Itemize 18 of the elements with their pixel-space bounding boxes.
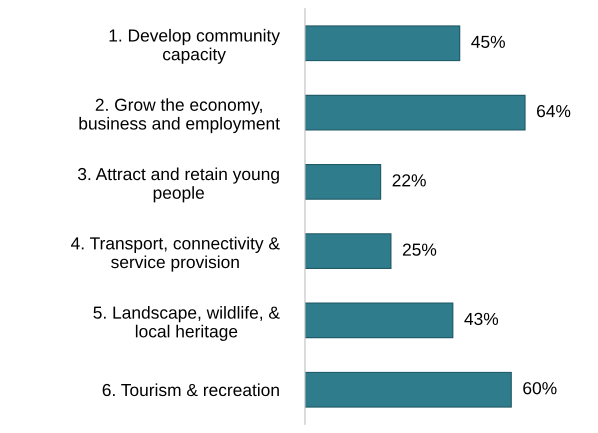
data-label: 64%: [537, 104, 570, 118]
data-label: 25%: [402, 244, 436, 256]
bar: [304, 233, 392, 270]
y-tick-label: 4. Transport, connectivity & service provision: [70, 236, 280, 272]
data-label: 22%: [392, 174, 426, 186]
y-tick-label: 6. Tourism & recreation: [102, 383, 279, 396]
y-tick-label: 2. Grow the economy, business and employment: [79, 98, 280, 134]
bar: [304, 94, 526, 130]
bar: [304, 164, 382, 200]
data-label: 60%: [523, 382, 557, 394]
y-tick-label: 5. Landscape, wildlife, & local heritage: [93, 306, 280, 341]
bar: [304, 372, 512, 408]
y-tick-label: 1. Develop community capacity: [110, 28, 280, 64]
data-label: 43%: [464, 312, 498, 326]
bar: [304, 25, 460, 62]
y-tick-label: 3. Attract and retain young people: [78, 167, 279, 202]
bar: [304, 302, 454, 338]
data-label: 45%: [471, 36, 505, 48]
